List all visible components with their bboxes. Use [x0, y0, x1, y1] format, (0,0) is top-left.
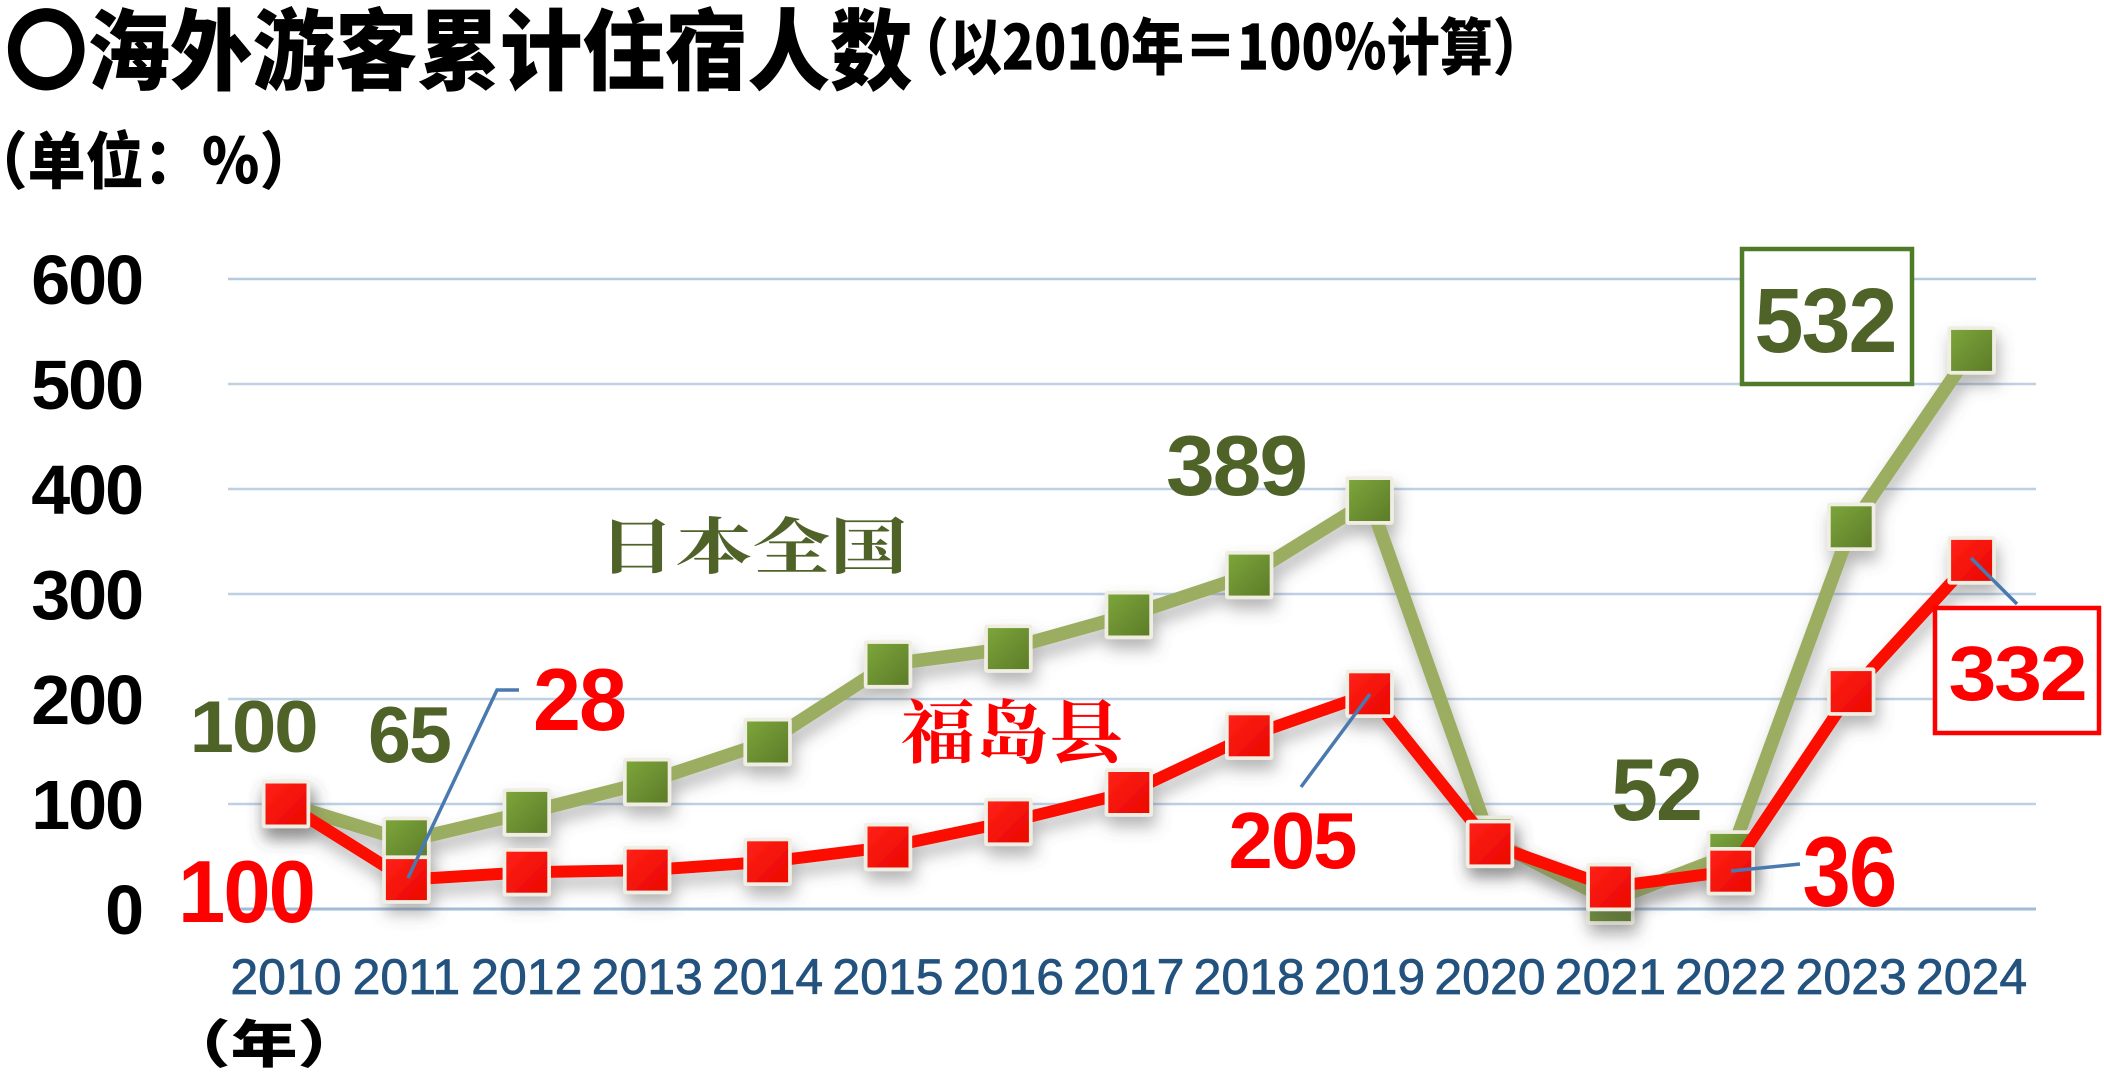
svg-text:389: 389	[1166, 419, 1306, 514]
svg-text:205: 205	[1229, 796, 1356, 885]
svg-text:532: 532	[1755, 270, 1896, 372]
svg-text:2012: 2012	[471, 949, 582, 1005]
svg-text:2013: 2013	[592, 949, 703, 1005]
svg-text:2020: 2020	[1434, 949, 1545, 1005]
svg-text:2022: 2022	[1675, 949, 1786, 1005]
svg-text:2010: 2010	[230, 949, 341, 1005]
svg-text:500: 500	[31, 346, 142, 424]
svg-text:65: 65	[368, 690, 450, 779]
svg-text:2023: 2023	[1796, 949, 1907, 1005]
svg-text:2014: 2014	[712, 949, 823, 1005]
svg-text:300: 300	[31, 556, 142, 634]
svg-text:2017: 2017	[1073, 949, 1184, 1005]
svg-text:400: 400	[31, 451, 142, 529]
svg-text:52: 52	[1611, 740, 1701, 839]
svg-text:100: 100	[178, 842, 314, 941]
svg-text:2015: 2015	[832, 949, 943, 1005]
svg-text:200: 200	[31, 661, 142, 739]
svg-text:2021: 2021	[1555, 949, 1666, 1005]
svg-text:2019: 2019	[1314, 949, 1425, 1005]
svg-text:600: 600	[31, 241, 142, 319]
svg-text:2024: 2024	[1916, 949, 2027, 1005]
svg-text:28: 28	[533, 650, 625, 749]
svg-text:36: 36	[1803, 816, 1896, 927]
svg-text:2018: 2018	[1194, 949, 1305, 1005]
svg-text:2016: 2016	[953, 949, 1064, 1005]
svg-text:100: 100	[190, 687, 317, 768]
svg-text:0: 0	[105, 871, 142, 949]
svg-text:2011: 2011	[353, 949, 461, 1005]
svg-text:332: 332	[1949, 631, 2086, 717]
svg-text:100: 100	[31, 766, 142, 844]
